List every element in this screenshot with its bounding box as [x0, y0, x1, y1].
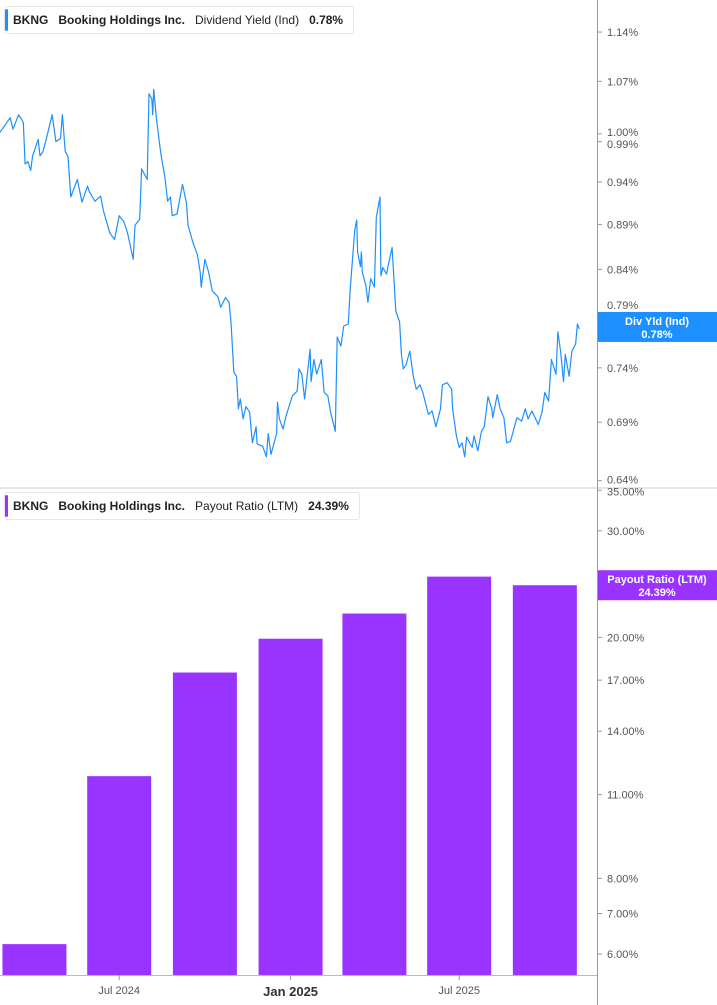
legend-metric: Payout Ratio (LTM) — [195, 499, 299, 513]
payout-ratio-bar[interactable] — [87, 776, 152, 975]
payout-ratio-tag-value: 24.39% — [638, 587, 676, 599]
legend-company: Booking Holdings Inc. — [58, 499, 186, 513]
yield-y-tick-label: 0.94% — [607, 177, 638, 189]
payout-y-tick-label: 7.00% — [607, 908, 638, 920]
axes: 1.14% 1.07% 1.00%0.99% 0.94% 0.89% 0.84% 0.79%… — [98, 27, 644, 999]
series-color-marker — [5, 495, 8, 517]
x-tick-label: Jul 2024 — [98, 985, 140, 997]
yield-y-tick-label: 1.07% — [607, 76, 638, 88]
dividend-yield-legend[interactable]: BKNG Booking Holdings Inc. Dividend Yiel… — [4, 6, 355, 34]
payout-y-tick-label: 11.00% — [607, 790, 644, 802]
yield-y-tick-label: 0.89% — [607, 219, 638, 231]
legend-value: 0.78% — [309, 13, 344, 27]
yield-y-tick-label: 0.99% — [607, 139, 638, 151]
payout-ratio-bar[interactable] — [342, 613, 407, 975]
dividend-yield-line — [0, 88, 580, 458]
payout-ratio-bar[interactable] — [512, 585, 577, 975]
yield-y-tick-label: 0.74% — [607, 363, 638, 375]
yield-y-tick-label: 0.69% — [607, 417, 638, 429]
div-yield-tag-label: Div Yld (Ind) — [625, 316, 689, 328]
x-tick-label: Jan 2025 — [263, 984, 318, 999]
legend-company: Booking Holdings Inc. — [58, 13, 186, 27]
yield-y-tick-label: 0.64% — [607, 474, 638, 486]
yield-y-tick-label: 0.84% — [607, 264, 638, 276]
payout-ratio-bar[interactable] — [258, 638, 323, 975]
legend-value: 24.39% — [308, 499, 349, 513]
x-tick-label: Jul 2025 — [438, 985, 480, 997]
payout-ratio-bar[interactable] — [427, 576, 492, 975]
payout-y-tick-label: 20.00% — [607, 632, 645, 644]
payout-ratio-bar[interactable] — [2, 944, 67, 975]
payout-ratio-bar[interactable] — [172, 672, 237, 975]
payout-y-tick-label: 35.00% — [607, 486, 645, 498]
yield-y-tick-label: 1.00% — [607, 127, 638, 139]
legend-metric: Dividend Yield (Ind) — [195, 13, 300, 27]
series-color-marker — [5, 9, 8, 31]
payout-y-tick-label: 8.00% — [607, 873, 638, 885]
payout-y-tick-label: 17.00% — [607, 675, 645, 687]
price-tags: Div Yld (Ind)0.78% Payout Ratio (LTM)24.3… — [598, 311, 717, 601]
legend-ticker: BKNG — [13, 13, 49, 27]
payout-ratio-legend[interactable]: BKNG Booking Holdings Inc. Payout Ratio … — [4, 492, 360, 520]
dividend-yield-plot — [0, 88, 580, 458]
payout-ratio-tag[interactable] — [598, 570, 717, 601]
payout-ratio-plot — [2, 576, 577, 975]
legend-ticker: BKNG — [13, 499, 49, 513]
div-yield-tag-value: 0.78% — [641, 329, 672, 341]
yield-y-tick-label: 1.14% — [607, 27, 638, 39]
payout-y-tick-label: 6.00% — [607, 949, 638, 961]
payout-y-tick-label: 14.00% — [607, 726, 645, 738]
payout-y-tick-label: 30.00% — [607, 526, 645, 538]
yield-y-tick-label: 0.79% — [607, 300, 638, 312]
payout-ratio-tag-label: Payout Ratio (LTM) — [607, 574, 707, 586]
div-yield-tag[interactable] — [598, 311, 717, 342]
